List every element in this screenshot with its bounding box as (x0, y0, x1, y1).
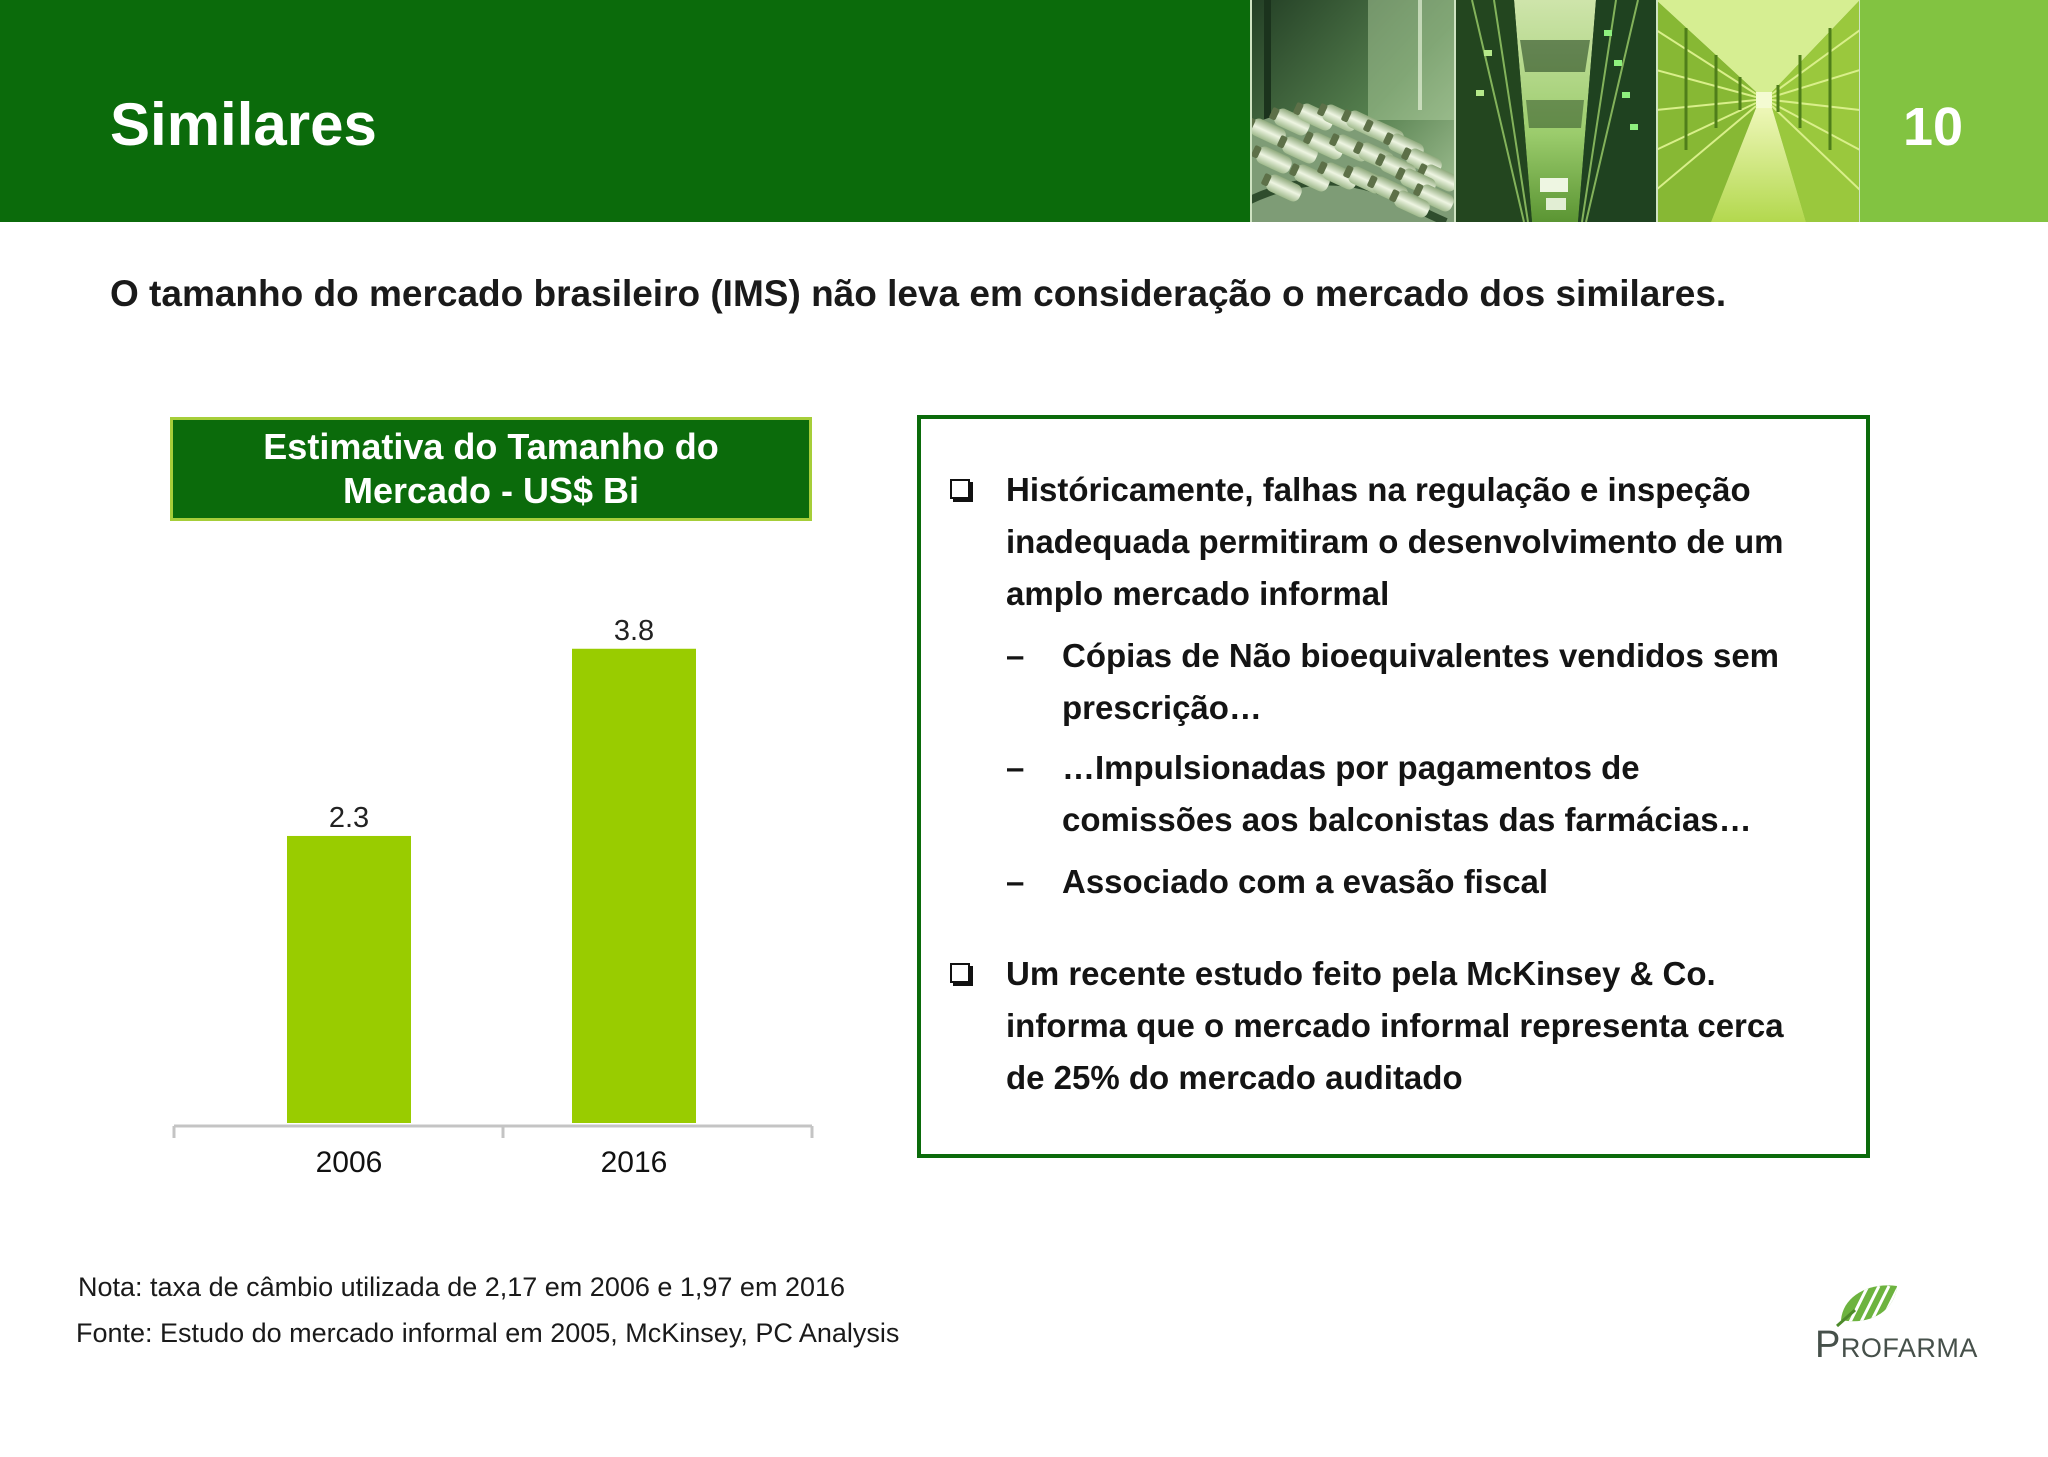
conveyor-photo (1250, 0, 1454, 222)
bar-2016 (572, 648, 696, 1123)
sub-bullet-item: – …Impulsionadas por pagamentos de comis… (921, 742, 1866, 846)
automation-photo-image (1454, 0, 1656, 222)
sub-bullet-item: – Cópias de Não bioequivalentes vendidos… (921, 630, 1866, 734)
info-box: Históricamente, falhas na regulação e in… (917, 415, 1870, 1158)
photo-divider (1454, 0, 1456, 222)
chart-title-box: Estimativa do Tamanho do Mercado - US$ B… (170, 417, 812, 521)
photo-divider (1250, 0, 1252, 222)
checkbox-icon (950, 479, 970, 499)
page-number: 10 (1903, 97, 1964, 157)
warehouse-aisle-photo (1656, 0, 1860, 222)
bar-chart: 2.3 2006 3.8 2016 (172, 615, 814, 1179)
bullet-item: Um recente estudo feito pela McKinsey & … (921, 948, 1866, 1104)
chart-title: Estimativa do Tamanho do Mercado - US$ B… (263, 426, 719, 511)
sub-bullet-text: Cópias de Não bioequivalentes vendidos s… (1062, 637, 1780, 726)
leaf-logo-icon (1836, 1285, 1897, 1328)
sub-bullet-text: …Impulsionadas por pagamentos de comissõ… (1062, 749, 1752, 838)
warehouse-aisle-photo-image (1656, 0, 1860, 222)
value-label-2006: 2.3 (329, 802, 369, 834)
conveyor-photo-image (1250, 0, 1454, 222)
slide-subtitle: O tamanho do mercado brasileiro (IMS) nã… (110, 273, 1727, 314)
sub-bullet-item: – Associado com a evasão fiscal (921, 856, 1866, 908)
dash-marker: – (1006, 637, 1025, 674)
automation-photo (1454, 0, 1656, 222)
logo-wordmark: PROFARMA (1815, 1324, 1978, 1366)
photo-divider (1656, 0, 1658, 222)
slide-header: Similares (0, 0, 2048, 222)
sub-bullet-text: Associado com a evasão fiscal (1062, 863, 1549, 900)
value-label-2016: 3.8 (614, 615, 654, 647)
dash-marker: – (1006, 749, 1025, 786)
dash-marker: – (1006, 863, 1025, 900)
checkbox-icon (950, 963, 970, 983)
slide-title: Similares (110, 91, 377, 158)
bullet-text: Um recente estudo feito pela McKinsey & … (1006, 955, 1784, 1096)
bullet-text: Históricamente, falhas na regulação e in… (1006, 471, 1784, 612)
footnote: Nota: taxa de câmbio utilizada de 2,17 e… (78, 1272, 846, 1302)
category-label-2006: 2006 (316, 1146, 383, 1179)
category-label-2016: 2016 (601, 1146, 668, 1179)
source-note: Fonte: Estudo do mercado informal em 200… (76, 1318, 900, 1348)
bar-2006 (287, 835, 411, 1123)
page-number-panel: 10 (1860, 0, 2048, 222)
bullet-item: Históricamente, falhas na regulação e in… (921, 464, 1866, 620)
